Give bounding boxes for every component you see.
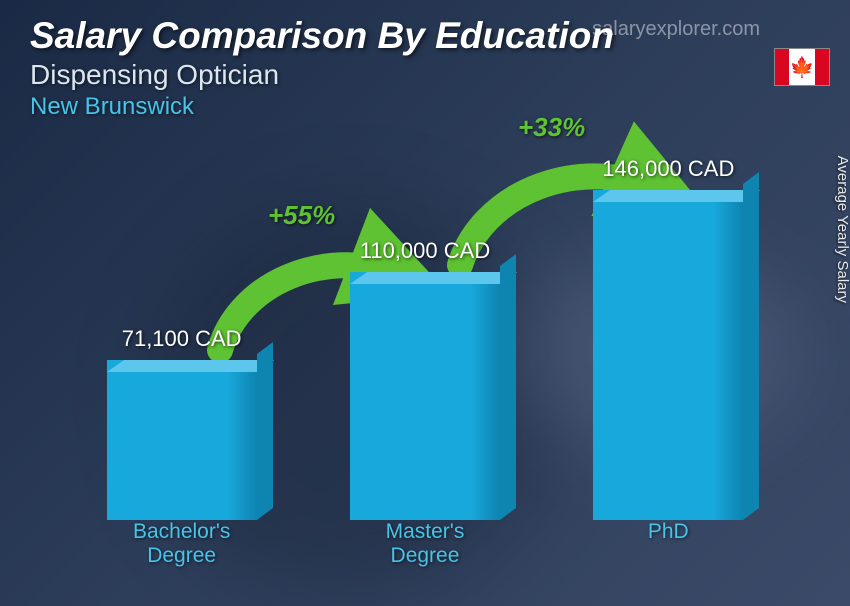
bar-group: 146,000 CAD	[568, 156, 768, 520]
watermark: salaryexplorer.com	[592, 18, 760, 41]
pct-label-1: +33%	[518, 112, 585, 143]
x-label: Master'sDegree	[325, 520, 525, 576]
bar-value: 146,000 CAD	[602, 156, 734, 182]
bar	[350, 272, 500, 520]
bar-group: 71,100 CAD	[82, 326, 282, 520]
bar-group: 110,000 CAD	[325, 238, 525, 520]
x-label: PhD	[568, 520, 768, 576]
bar-value: 71,100 CAD	[122, 326, 242, 352]
x-axis: Bachelor'sDegree Master'sDegree PhD	[60, 520, 790, 576]
chart-area: 71,100 CAD110,000 CAD146,000 CAD Bachelo…	[60, 160, 790, 576]
flag-canada-icon: 🍁	[774, 48, 830, 86]
x-label: Bachelor'sDegree	[82, 520, 282, 576]
bar	[107, 360, 257, 520]
bar-value: 110,000 CAD	[360, 238, 490, 264]
bars-container: 71,100 CAD110,000 CAD146,000 CAD	[60, 160, 790, 520]
bar	[593, 190, 743, 520]
page-title: Salary Comparison By Education	[30, 15, 614, 57]
header: Salary Comparison By Education Dispensin…	[30, 15, 614, 121]
subtitle: Dispensing Optician	[30, 59, 614, 91]
y-axis-label: Average Yearly Salary	[834, 156, 850, 303]
